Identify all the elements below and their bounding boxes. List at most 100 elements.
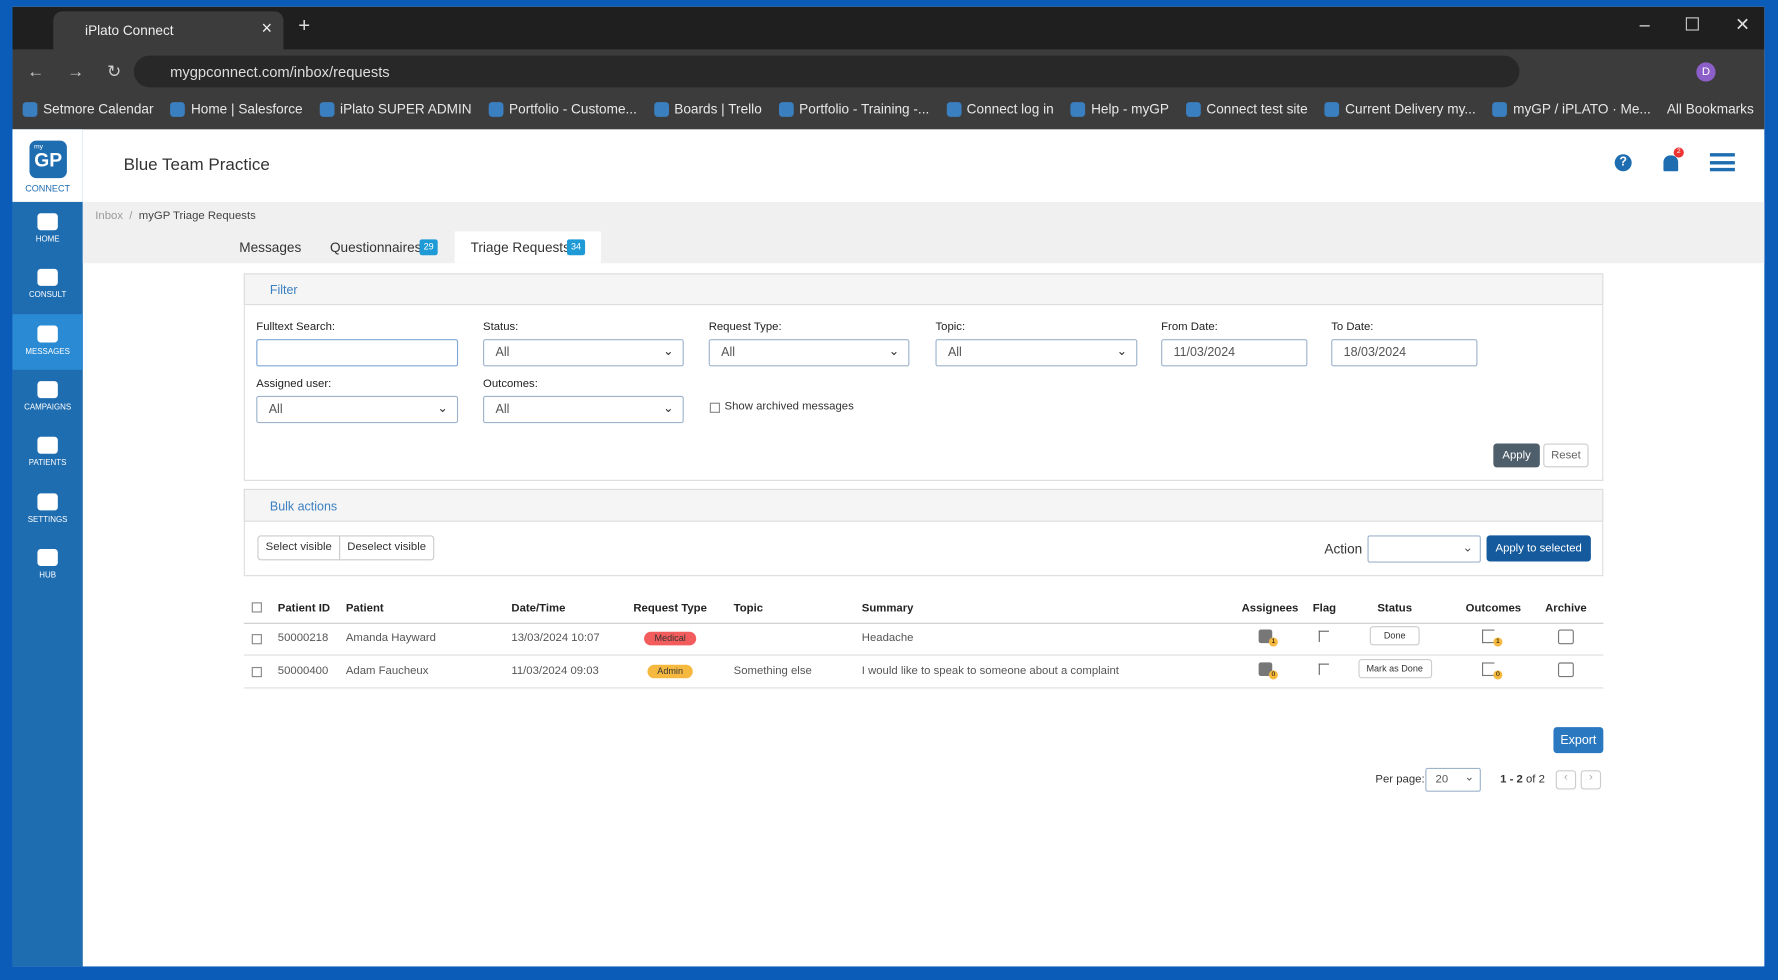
input[interactable]: 11/03/2024	[1161, 339, 1308, 367]
action-select[interactable]: ⌄	[1367, 535, 1481, 563]
outcome-icon[interactable]	[1482, 629, 1495, 644]
avatar[interactable]: D	[1696, 62, 1716, 82]
input[interactable]: 18/03/2024	[1331, 339, 1478, 367]
bookmark[interactable]: Connect log in	[946, 101, 1054, 117]
nav-buttons[interactable]: ← → ↻	[27, 62, 122, 82]
nav-item[interactable]: MESSAGES	[25, 347, 70, 356]
nav-item[interactable]: CAMPAIGNS	[24, 403, 72, 412]
outcome-icon[interactable]	[1482, 662, 1495, 677]
menu-icon[interactable]	[1709, 153, 1735, 172]
logo-text: GP	[34, 149, 63, 172]
all-bookmarks[interactable]: All Bookmarks	[1666, 100, 1754, 117]
address-bar[interactable]: mygpconnect.com/inbox/requests	[133, 55, 1520, 88]
reset-button[interactable]: Reset	[1543, 443, 1589, 468]
bookmark-icon	[778, 102, 794, 117]
tab-label[interactable]: Messages	[239, 239, 302, 256]
subheader	[82, 201, 1765, 264]
prev-page[interactable]: ‹	[1555, 770, 1577, 790]
header-checkbox[interactable]	[251, 602, 262, 613]
apply-selected[interactable]: Apply to selected	[1486, 535, 1591, 562]
bookmark[interactable]: Current Delivery my...	[1324, 101, 1476, 117]
tab[interactable]: iPlato Connect ×	[53, 11, 284, 50]
column-header: Outcomes	[1465, 602, 1522, 615]
input[interactable]	[256, 339, 459, 367]
filter-header[interactable]: Filter	[243, 273, 1604, 306]
apply-button[interactable]: Apply	[1493, 443, 1540, 468]
count-badge: 0	[1268, 670, 1278, 680]
field-label: Outcomes:	[483, 377, 538, 391]
nav-icon	[37, 436, 58, 454]
field-value: All	[947, 345, 962, 360]
nav-icon	[37, 492, 58, 510]
select[interactable]: All ⌄	[256, 395, 459, 424]
help-icon[interactable]: ?	[1614, 154, 1632, 172]
cell: 50000400	[277, 664, 329, 678]
bookmark[interactable]: Connect test site	[1185, 101, 1308, 117]
next-page[interactable]: ›	[1580, 770, 1602, 790]
status-button[interactable]: Mark as Done	[1357, 659, 1432, 679]
nav-item[interactable]: HUB	[39, 571, 57, 580]
column-header: Summary	[861, 602, 914, 615]
bookmark[interactable]: myGP / iPLATO · Me...	[1492, 101, 1651, 117]
bookmark[interactable]: Setmore Calendar	[22, 101, 154, 117]
bookmarks: Setmore Calendar Home | Salesforce iPlato …	[22, 101, 1668, 119]
range: 1 - 2	[1500, 773, 1523, 787]
checkbox[interactable]	[709, 402, 721, 413]
row-checkbox[interactable]	[251, 634, 262, 645]
nav-item[interactable]: CONSULT	[28, 291, 67, 300]
bookmark-icon	[1492, 102, 1508, 117]
checkbox-label: Show archived messages	[724, 400, 854, 413]
bookmark[interactable]: Help - myGP	[1070, 101, 1169, 117]
select[interactable]: All ⌄	[708, 339, 910, 367]
column-header: Flag	[1312, 602, 1337, 615]
select[interactable]: All ⌄	[935, 339, 1138, 367]
status-button[interactable]: Done	[1369, 626, 1420, 646]
tab-label[interactable]: Triage Requests	[470, 239, 570, 256]
bookmark[interactable]: Portfolio - Custome...	[488, 101, 637, 117]
cell: 13/03/2024 10:07	[511, 631, 600, 645]
bookmark-icon	[170, 102, 186, 117]
new-tab[interactable]: +	[298, 13, 311, 37]
per-page-select[interactable]: 20 ⌄	[1425, 767, 1481, 792]
export-button[interactable]: Export	[1553, 727, 1604, 754]
window-controls[interactable]: – ☐ ✕	[1639, 15, 1751, 36]
bookmark[interactable]: Home | Salesforce	[170, 101, 303, 117]
select[interactable]: All ⌄	[483, 339, 684, 367]
nav-item[interactable]: HOME	[35, 235, 60, 244]
deselect-visible[interactable]: Deselect visible	[339, 535, 435, 561]
logo: my GP	[29, 140, 67, 179]
select[interactable]: All ⌄	[483, 395, 684, 424]
archive-icon[interactable]	[1557, 662, 1574, 678]
bell-icon[interactable]	[1663, 155, 1679, 172]
type-badge: Admin	[647, 664, 693, 679]
row-checkbox[interactable]	[251, 666, 262, 678]
field-value: All	[268, 402, 283, 417]
sidebar	[12, 129, 83, 967]
breadcrumb-item: myGP Triage Requests	[138, 209, 256, 223]
type-badge: Medical	[644, 631, 697, 646]
flag-icon[interactable]	[1318, 630, 1329, 643]
filter-title: Filter	[269, 283, 298, 298]
archive-icon[interactable]	[1557, 629, 1574, 645]
nav-icon	[37, 325, 58, 343]
nav-icon	[37, 213, 58, 231]
nav-item[interactable]: SETTINGS	[27, 515, 68, 524]
nav-item[interactable]: PATIENTS	[28, 459, 67, 468]
breadcrumb: Inbox / myGP Triage Requests	[95, 209, 256, 223]
practice-name: Blue Team Practice	[123, 155, 270, 175]
tab-label[interactable]: Questionnaires	[329, 239, 422, 256]
bookmark[interactable]: iPlato SUPER ADMIN	[319, 101, 472, 117]
bookmark-icon	[488, 102, 504, 117]
bookmark[interactable]: Portfolio - Training -...	[778, 101, 929, 117]
column-header: Patient	[345, 602, 384, 615]
select-visible[interactable]: Select visible	[257, 535, 341, 561]
column-header[interactable]: Date/Time	[511, 602, 566, 615]
breadcrumb-item[interactable]: Inbox	[95, 209, 123, 223]
flag-icon[interactable]	[1318, 663, 1329, 675]
bulk-header[interactable]: Bulk actions	[243, 488, 1604, 522]
field-value: 18/03/2024	[1343, 345, 1407, 360]
field-label: Request Type:	[708, 321, 782, 334]
bookmark[interactable]: Boards | Trello	[653, 101, 762, 117]
tab-title: iPlato Connect	[85, 22, 174, 39]
